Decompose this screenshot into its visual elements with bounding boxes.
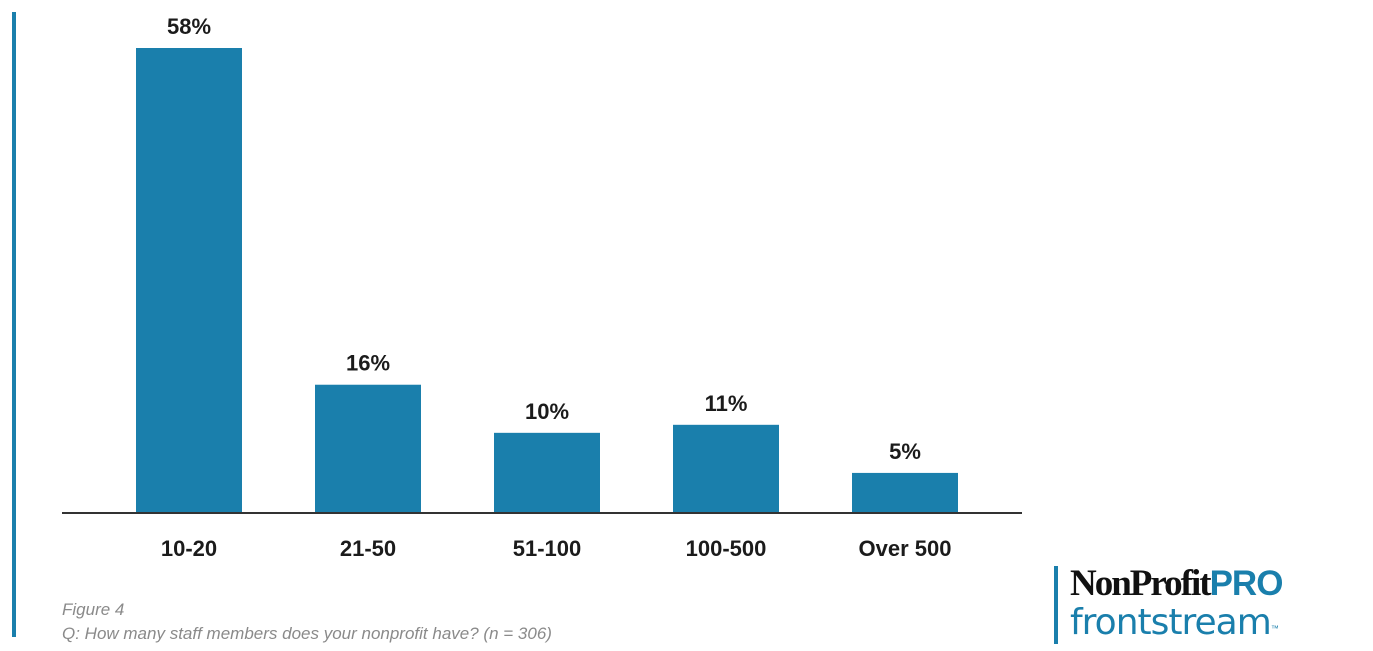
left-accent-rule xyxy=(12,12,16,637)
value-label: 10% xyxy=(525,399,569,424)
question-caption: Q: How many staff members does your nonp… xyxy=(62,624,552,643)
nonprofitpro-frontstream-logo: NonProfitPRO frontstream™ xyxy=(1054,564,1364,644)
logo-pro-text: PRO xyxy=(1209,564,1284,603)
category-label: 100-500 xyxy=(686,536,767,561)
logo-nonprofit-text: NonProfit xyxy=(1070,563,1212,604)
category-label: 51-100 xyxy=(513,536,582,561)
category-label: 21-50 xyxy=(340,536,396,561)
category-label: Over 500 xyxy=(859,536,952,561)
value-label: 58% xyxy=(167,14,211,39)
category-label: 10-20 xyxy=(161,536,217,561)
bars-group xyxy=(136,48,958,513)
value-labels-group: 58% 16% 10% 11% 5% xyxy=(167,14,921,464)
logo-frontstream-text: frontstream xyxy=(1070,602,1272,643)
logo-trademark: ™ xyxy=(1270,624,1279,633)
bar-51-100 xyxy=(494,432,600,513)
figure-label: Figure 4 xyxy=(62,600,125,619)
frontstream-wordmark: frontstream™ xyxy=(1070,602,1279,651)
bar-10-20 xyxy=(136,48,242,513)
nonprofitpro-wordmark: NonProfitPRO xyxy=(1070,563,1284,611)
value-label: 5% xyxy=(889,439,921,464)
value-label: 16% xyxy=(346,351,390,376)
bar-21-50 xyxy=(315,384,421,513)
bar-over-500 xyxy=(852,472,958,513)
bar-100-500 xyxy=(673,424,779,513)
logo-divider-bar xyxy=(1054,566,1058,644)
category-labels-group: 10-20 21-50 51-100 100-500 Over 500 xyxy=(161,536,952,561)
value-label: 11% xyxy=(705,391,748,416)
